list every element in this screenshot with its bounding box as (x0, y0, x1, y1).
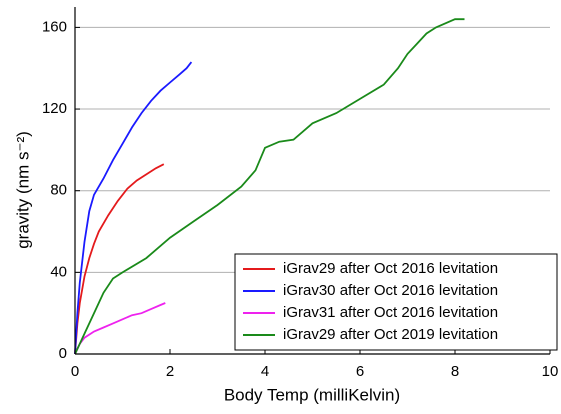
data-line (74, 163, 165, 355)
x-axis-label: Body Temp (milliKelvin) (224, 385, 400, 404)
y-tick-label: 80 (50, 182, 67, 199)
x-tick-label: 6 (356, 363, 364, 380)
data-line (74, 302, 166, 355)
data-line (74, 18, 465, 355)
x-tick-label: 2 (166, 363, 174, 380)
legend-label: iGrav29 after Oct 2019 levitation (283, 326, 498, 343)
y-tick-label: 40 (50, 263, 67, 280)
legend-box (234, 253, 558, 351)
legend-label: iGrav29 after Oct 2016 levitation (283, 260, 498, 277)
y-tick-label: 120 (42, 100, 67, 117)
y-tick-label: 0 (59, 345, 67, 362)
data-line (74, 61, 193, 355)
x-tick-label: 0 (71, 363, 79, 380)
y-axis-label: gravity (nm s⁻²) (13, 131, 32, 249)
y-tick-label: 160 (42, 18, 67, 35)
legend-label: iGrav31 after Oct 2016 levitation (283, 304, 498, 321)
x-tick-label: 8 (451, 363, 459, 380)
x-tick-label: 4 (261, 363, 269, 380)
x-tick-label: 10 (542, 363, 559, 380)
legend-label: iGrav30 after Oct 2016 levitation (283, 282, 498, 299)
